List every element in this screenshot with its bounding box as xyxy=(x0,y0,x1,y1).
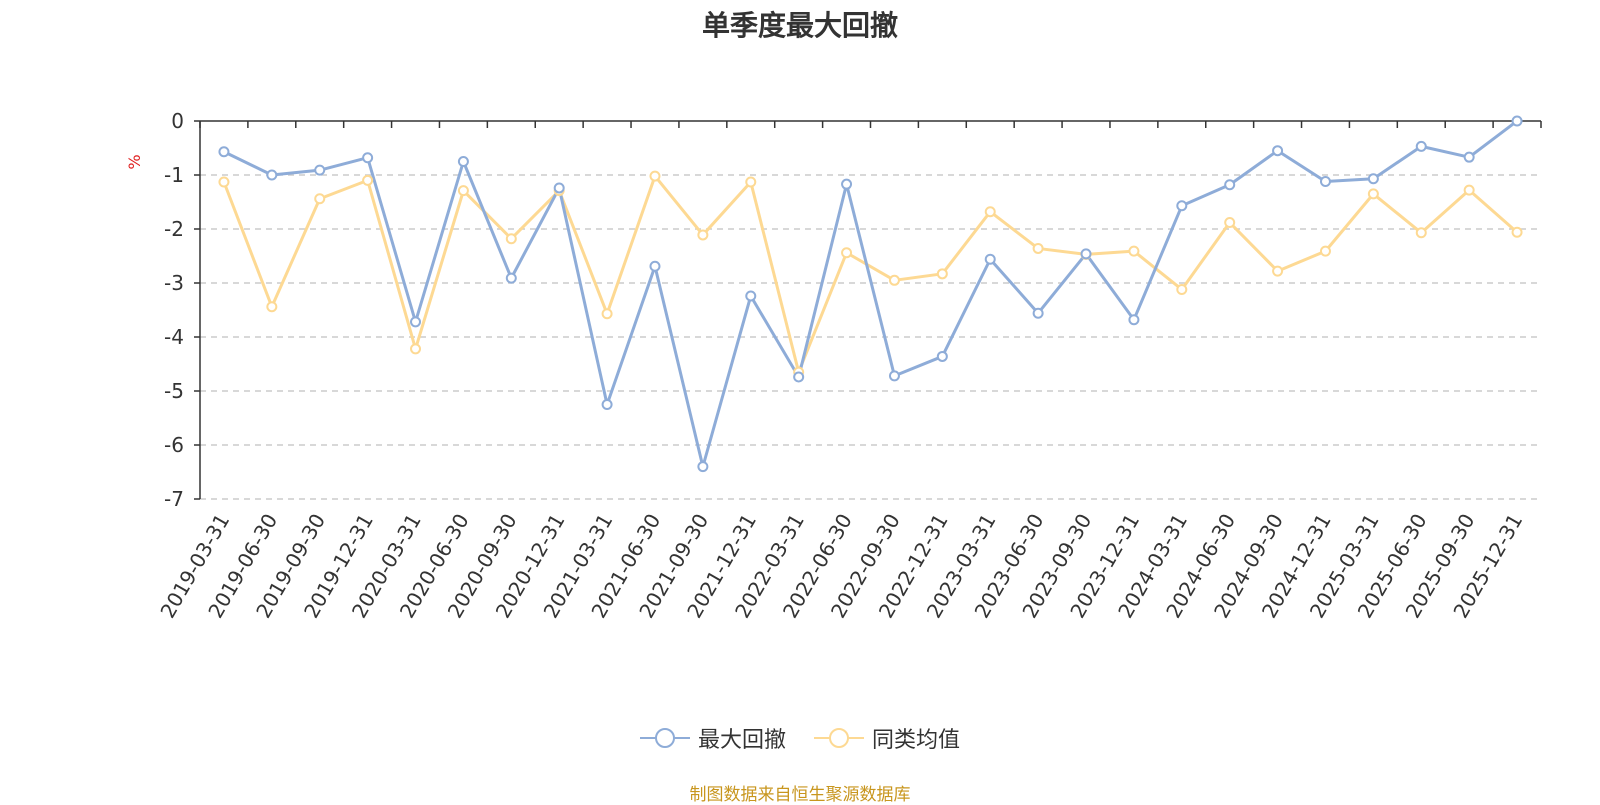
line-chart: 0 -1 -2 -3 -4 -5 -6 -7 2019-03-312019-06-302019… xyxy=(125,109,1542,622)
y-tick-label: -7 xyxy=(164,487,184,511)
y-tick-label: -1 xyxy=(164,163,184,187)
data-point-series-1[interactable] xyxy=(1032,307,1044,319)
data-point-series-1[interactable] xyxy=(1224,179,1236,191)
y-tick-label: 0 xyxy=(171,109,184,133)
data-point-series-2[interactable] xyxy=(1367,188,1379,200)
data-point-series-1[interactable] xyxy=(1415,140,1427,152)
legend-item-series-1[interactable]: 最大回撤 xyxy=(639,722,786,754)
data-point-series-2[interactable] xyxy=(1511,226,1523,238)
data-point-series-1[interactable] xyxy=(1367,173,1379,185)
chart-title: 单季度最大回撤 xyxy=(701,9,898,42)
y-axis-unit-label: % xyxy=(125,154,144,169)
data-point-series-1[interactable] xyxy=(314,164,326,176)
data-point-series-1[interactable] xyxy=(457,156,469,167)
data-point-series-2[interactable] xyxy=(1224,217,1236,229)
legend-marker-icon xyxy=(639,728,690,748)
y-tick-label: -5 xyxy=(164,379,184,403)
legend-label-series-1: 最大回撤 xyxy=(697,728,786,753)
legend-marker-icon xyxy=(814,728,864,748)
data-point-series-1[interactable] xyxy=(410,316,422,328)
y-tick-label: -2 xyxy=(164,217,184,241)
data-point-series-2[interactable] xyxy=(457,185,469,197)
series-lines xyxy=(222,119,1519,469)
data-point-series-2[interactable] xyxy=(1463,184,1475,196)
y-tick-label: -4 xyxy=(164,325,184,349)
data-point-series-1[interactable] xyxy=(697,461,709,473)
data-point-series-1[interactable] xyxy=(745,290,757,302)
data-point-series-1[interactable] xyxy=(218,146,230,158)
data-point-series-2[interactable] xyxy=(218,176,230,188)
x-tick-labels: 2019-03-312019-06-302019-09-302019-12-31… xyxy=(155,509,1527,622)
legend: 最大回撤 同类均值 xyxy=(0,722,1600,754)
series-points xyxy=(218,115,1523,473)
data-point-series-2[interactable] xyxy=(649,170,661,182)
data-point-series-2[interactable] xyxy=(1128,245,1140,257)
data-point-series-2[interactable] xyxy=(936,268,948,280)
data-point-series-1[interactable] xyxy=(1272,145,1284,157)
source-note: 制图数据来自恒生聚源数据库 xyxy=(689,785,911,805)
data-point-series-2[interactable] xyxy=(410,343,422,355)
legend-item-series-2[interactable]: 同类均值 xyxy=(814,722,960,754)
data-point-series-1[interactable] xyxy=(793,371,805,383)
data-point-series-2[interactable] xyxy=(1272,265,1284,277)
data-point-series-2[interactable] xyxy=(601,308,613,320)
data-point-series-2[interactable] xyxy=(697,229,709,241)
data-point-series-2[interactable] xyxy=(745,176,757,188)
data-point-series-2[interactable] xyxy=(888,274,900,286)
data-point-series-1[interactable] xyxy=(1080,248,1092,260)
data-point-series-2[interactable] xyxy=(1176,283,1188,295)
data-point-series-1[interactable] xyxy=(1128,314,1140,326)
data-point-series-1[interactable] xyxy=(1511,115,1523,127)
data-point-series-2[interactable] xyxy=(362,174,374,186)
data-point-series-2[interactable] xyxy=(984,206,996,218)
data-point-series-1[interactable] xyxy=(1176,200,1188,212)
data-point-series-1[interactable] xyxy=(266,169,278,181)
y-tick-label: -3 xyxy=(164,271,184,295)
data-point-series-1[interactable] xyxy=(553,182,565,194)
data-point-series-2[interactable] xyxy=(1415,227,1427,239)
data-point-series-1[interactable] xyxy=(505,272,517,284)
data-point-series-1[interactable] xyxy=(841,178,853,190)
grid-lines xyxy=(200,174,1541,500)
data-point-series-2[interactable] xyxy=(1032,242,1044,254)
data-point-series-2[interactable] xyxy=(505,233,517,245)
data-point-series-1[interactable] xyxy=(649,260,661,272)
data-point-series-1[interactable] xyxy=(984,253,996,265)
data-point-series-1[interactable] xyxy=(362,152,374,164)
data-point-series-1[interactable] xyxy=(1319,175,1331,187)
series-line-2 xyxy=(222,174,1519,374)
series-line-1 xyxy=(223,119,1518,469)
axes xyxy=(194,120,1542,500)
y-tick-labels: 0 -1 -2 -3 -4 -5 -6 -7 xyxy=(164,109,184,511)
data-point-series-1[interactable] xyxy=(601,399,613,410)
data-point-series-1[interactable] xyxy=(936,350,948,362)
data-point-series-1[interactable] xyxy=(1463,151,1475,163)
data-point-series-2[interactable] xyxy=(314,193,326,205)
data-point-series-2[interactable] xyxy=(841,247,853,259)
legend-label-series-2: 同类均值 xyxy=(872,728,961,753)
y-tick-label: -6 xyxy=(164,433,184,457)
data-point-series-2[interactable] xyxy=(1319,245,1331,257)
data-point-series-1[interactable] xyxy=(888,370,900,382)
data-point-series-2[interactable] xyxy=(266,301,278,313)
